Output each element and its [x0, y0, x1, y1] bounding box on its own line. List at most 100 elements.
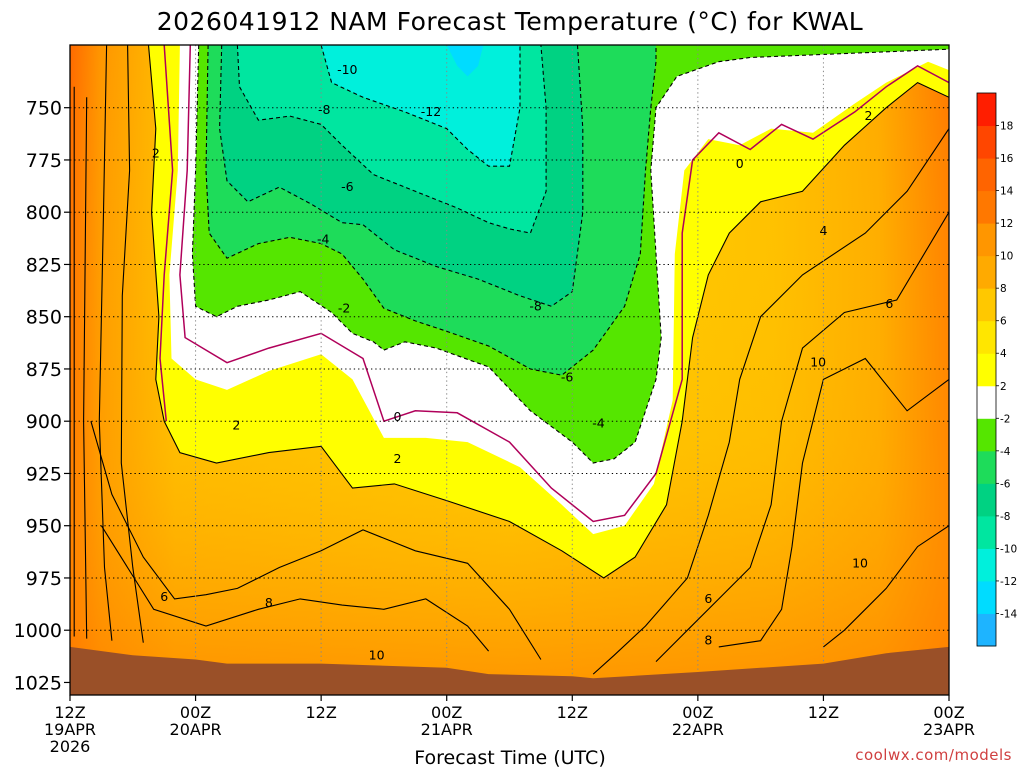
contour-label: -10	[337, 62, 357, 77]
y-tick-label: 950	[26, 516, 62, 538]
isotherm-warm-5	[100, 525, 490, 652]
contour-label: -6	[341, 179, 354, 194]
contour-labels: -10 -12 -8 -6 -4 -2 -8 -6 -4 0 0 2 2 2 2 4 6 6 6 8 8 10 10 10	[152, 62, 894, 662]
isotherm--10	[236, 45, 547, 234]
isotherm-warm-7	[655, 211, 949, 662]
contour-label: -8	[318, 102, 331, 117]
contour-label: -12	[421, 104, 441, 119]
y-tick-label: 875	[26, 359, 62, 381]
x-tick-label: 00Z	[933, 703, 964, 722]
contour-label: -4	[317, 231, 330, 246]
contour-label: 6	[704, 591, 712, 606]
contour-label: 0	[736, 156, 744, 171]
x-tick-label: 19APR	[44, 720, 96, 739]
contour-label: -6	[561, 369, 574, 384]
colorbar-label: 10	[1000, 251, 1013, 263]
contour-label: 2	[864, 108, 872, 123]
y-tick-label: 775	[26, 150, 62, 172]
colorbar-label: -8	[1000, 511, 1010, 523]
y-tick-label: 975	[26, 568, 62, 590]
fill-region--14	[446, 45, 484, 77]
colorbar-swatch	[977, 320, 996, 354]
x-tick-label: 2026	[50, 737, 91, 756]
colorbar-label: 14	[1000, 186, 1014, 198]
terrain-below-surface	[70, 646, 949, 695]
color-bar: -14 -12 -10 -8 -6 -4 -2 2 4 6 8 10 12 14 16 18	[976, 92, 1017, 647]
colorbar-label: 8	[1000, 283, 1007, 295]
isotherm--4	[191, 45, 949, 464]
contour-label: 2	[394, 451, 402, 466]
contour-label: 4	[819, 223, 827, 238]
contour-label: 2	[232, 417, 240, 432]
contour-label: 8	[265, 595, 273, 610]
x-tick-label: 12Z	[54, 703, 85, 722]
colorbar-label: 6	[1000, 316, 1007, 328]
colorbar-swatch	[977, 418, 996, 452]
colorbar-swatch	[977, 158, 996, 192]
colorbar-label: 4	[1000, 348, 1007, 360]
isotherm-warm-4	[90, 421, 542, 660]
chart-title: 2026041912 NAM Forecast Temperature (°C)…	[157, 7, 863, 36]
contour-label: 0	[394, 409, 402, 424]
isotherm--8	[219, 45, 584, 307]
contour-label: 8	[704, 633, 712, 648]
x-tick-label: 00Z	[180, 703, 211, 722]
colorbar-frame	[976, 92, 997, 647]
isotherm-lines	[73, 45, 949, 675]
colorbar-label: -2	[1000, 413, 1010, 425]
contour-label: 10	[369, 647, 385, 662]
x-tick-label: 20APR	[170, 720, 222, 739]
credit-text: coolwx.com/models	[855, 746, 1012, 764]
x-tick-label: 00Z	[431, 703, 462, 722]
y-tick-label: 825	[26, 254, 62, 276]
isotherm-warm-2	[98, 45, 113, 641]
contour-label: 6	[160, 589, 168, 604]
isotherm-2	[147, 45, 949, 579]
colorbar-label: 18	[1000, 121, 1013, 133]
fill-region--12	[321, 45, 520, 167]
colorbar-swatch	[977, 548, 996, 582]
contour-label: 10	[810, 355, 826, 370]
zero-isotherm-west	[159, 45, 174, 422]
colorbar-label: -14	[1000, 608, 1017, 620]
colorbar-swatch	[977, 515, 996, 549]
y-tick-label: 850	[26, 307, 62, 329]
x-tick-label: 00Z	[682, 703, 713, 722]
colorbar-swatch	[977, 223, 996, 257]
x-tick-label: 22APR	[672, 720, 724, 739]
colorbar-label: -12	[1000, 576, 1017, 588]
x-tick-label: 12Z	[557, 703, 588, 722]
isotherm--12	[320, 45, 521, 167]
colorbar-swatch	[977, 93, 996, 127]
contour-label: -4	[592, 415, 605, 430]
y-tick-label: 750	[26, 98, 62, 120]
y-axis: 750 775 800 825 850 875 900 925 950 975 1000 1025	[14, 98, 70, 694]
contour-label: 10	[852, 555, 868, 570]
contour-label: -2	[338, 300, 350, 315]
colorbar-swatch	[977, 385, 996, 419]
y-tick-label: 1025	[14, 672, 62, 694]
plot-area: -10 -12 -8 -6 -4 -2 -8 -6 -4 0 0 2 2 2 2 4 6 6 6 8 8 10 10 10	[70, 45, 949, 695]
colorbar-swatch	[977, 288, 996, 322]
colorbar-swatch	[977, 125, 996, 159]
colorbar-label: 12	[1000, 218, 1013, 230]
isotherm-warm-6	[592, 128, 949, 675]
y-tick-label: 925	[26, 463, 62, 485]
zero-isotherm-main	[179, 45, 949, 523]
contour-label: 6	[885, 296, 893, 311]
y-tick-label: 900	[26, 411, 62, 433]
colorbar-label: 16	[1000, 153, 1014, 165]
y-tick-label: 1000	[14, 620, 62, 642]
x-tick-label: 23APR	[923, 720, 975, 739]
colorbar-swatch	[977, 450, 996, 484]
colorbar-swatch	[977, 353, 996, 387]
x-tick-label: 12Z	[305, 703, 336, 722]
isotherm-warm-9	[823, 525, 949, 648]
colorbar-swatch	[977, 255, 996, 289]
temperature-fill-regions	[148, 45, 949, 578]
isotherm-warm-3	[120, 45, 144, 643]
colorbar-label: -10	[1000, 543, 1017, 555]
x-tick-label: 12Z	[808, 703, 839, 722]
